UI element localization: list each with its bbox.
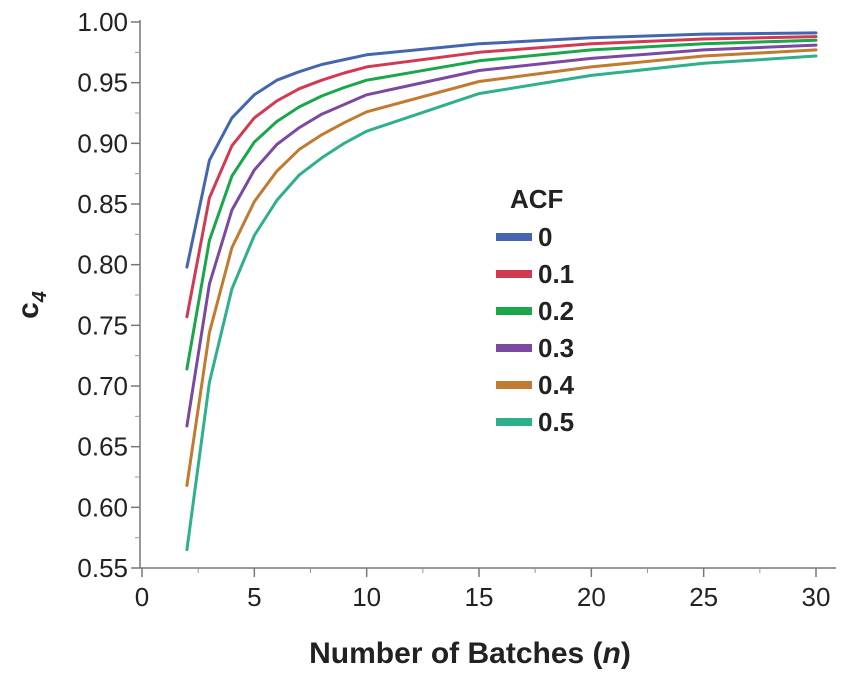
legend-label: 0.1: [538, 259, 574, 289]
legend-swatch: [496, 270, 532, 278]
ticks: 0.550.600.650.700.750.800.850.900.951.00…: [77, 7, 830, 612]
y-tick-label: 0.75: [77, 310, 128, 340]
legend-swatch: [496, 344, 532, 352]
y-axis-title: c4: [12, 291, 51, 319]
legend-swatch: [496, 381, 532, 389]
y-tick-label: 0.70: [77, 371, 128, 401]
series-line-acf-0-4: [185, 48, 818, 487]
series-line-acf-0-2: [185, 38, 818, 371]
x-axis-title: Number of Batches (n): [309, 637, 631, 670]
series-line-acf-0-3: [185, 43, 818, 428]
legend-label: 0.2: [538, 296, 574, 326]
y-tick-label: 1.00: [77, 7, 128, 37]
series-line-acf-0-1: [185, 35, 818, 319]
series-line-acf-0-5: [185, 54, 818, 552]
y-tick-label: 0.60: [77, 492, 128, 522]
legend-label: 0.5: [538, 407, 574, 437]
x-tick-label: 30: [802, 582, 831, 612]
x-tick-label: 25: [689, 582, 718, 612]
legend-label: 0: [538, 222, 552, 252]
legend-label: 0.3: [538, 333, 574, 363]
y-tick-label: 0.55: [77, 553, 128, 583]
x-tick-label: 20: [577, 582, 606, 612]
y-tick-label: 0.85: [77, 189, 128, 219]
legend-title: ACF: [510, 184, 563, 214]
x-tick-label: 10: [352, 582, 381, 612]
series-line-acf-0: [185, 31, 818, 269]
x-tick-label: 15: [465, 582, 494, 612]
axes: [139, 20, 836, 569]
y-tick-label: 0.65: [77, 432, 128, 462]
series-lines: [185, 31, 818, 552]
y-tick-label: 0.90: [77, 128, 128, 158]
legend-swatch: [496, 307, 532, 315]
x-tick-label: 5: [247, 582, 261, 612]
legend-label: 0.4: [538, 370, 575, 400]
legend-swatch: [496, 233, 532, 241]
y-tick-label: 0.80: [77, 250, 128, 280]
legend-swatch: [496, 418, 532, 426]
x-tick-label: 0: [135, 582, 149, 612]
legend: ACF 0 0.1 0.2 0.3 0.4 0.5: [496, 184, 575, 437]
y-tick-label: 0.95: [77, 68, 128, 98]
